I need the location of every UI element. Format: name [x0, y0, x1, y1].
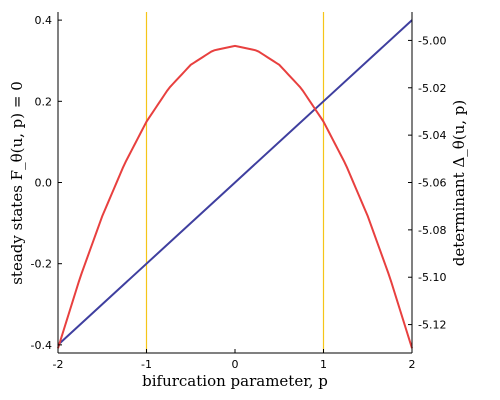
y-right-tick-label: -5.12 — [418, 319, 446, 332]
y-right-tick-label: -5.10 — [418, 271, 446, 284]
x-tick-label: 0 — [232, 358, 239, 371]
x-tick-label: 1 — [320, 358, 327, 371]
series-lines — [57, 19, 413, 349]
vertical-lines — [145, 12, 325, 353]
series-line-determinant — [57, 44, 413, 349]
y-left-tick-label: -0.2 — [31, 258, 52, 271]
y-right-tick-label: -5.02 — [418, 82, 446, 95]
y-axis-right-label: determinant Δ_θ(u, p) — [450, 100, 468, 267]
y-right-tick-label: -5.06 — [418, 177, 446, 190]
y-left-tick-label: 0.2 — [35, 95, 53, 108]
x-tick-label: 2 — [409, 358, 416, 371]
x-tick-label: -2 — [53, 358, 64, 371]
y-left-tick-label: -0.4 — [31, 339, 52, 352]
y-left-tick-label: 0.0 — [35, 177, 53, 190]
y-left-tick-label: 0.4 — [35, 14, 53, 27]
y-right-tick-label: -5.00 — [418, 34, 446, 47]
y-right-tick-label: -5.08 — [418, 224, 446, 237]
tick-marks-and-labels: -2 -1 0 1 2 -0.4 -0.2 0.0 0.2 0.4 -5.12 -5.10 -5.08 -… — [31, 14, 447, 371]
series-line-steady-state — [57, 19, 413, 346]
y-right-tick-label: -5.04 — [418, 129, 446, 142]
x-axis-label: bifurcation parameter, p — [142, 372, 328, 390]
y-axis-left-label: steady states F_θ(u, p) = 0 — [8, 81, 26, 285]
x-tick-label: -1 — [141, 358, 152, 371]
